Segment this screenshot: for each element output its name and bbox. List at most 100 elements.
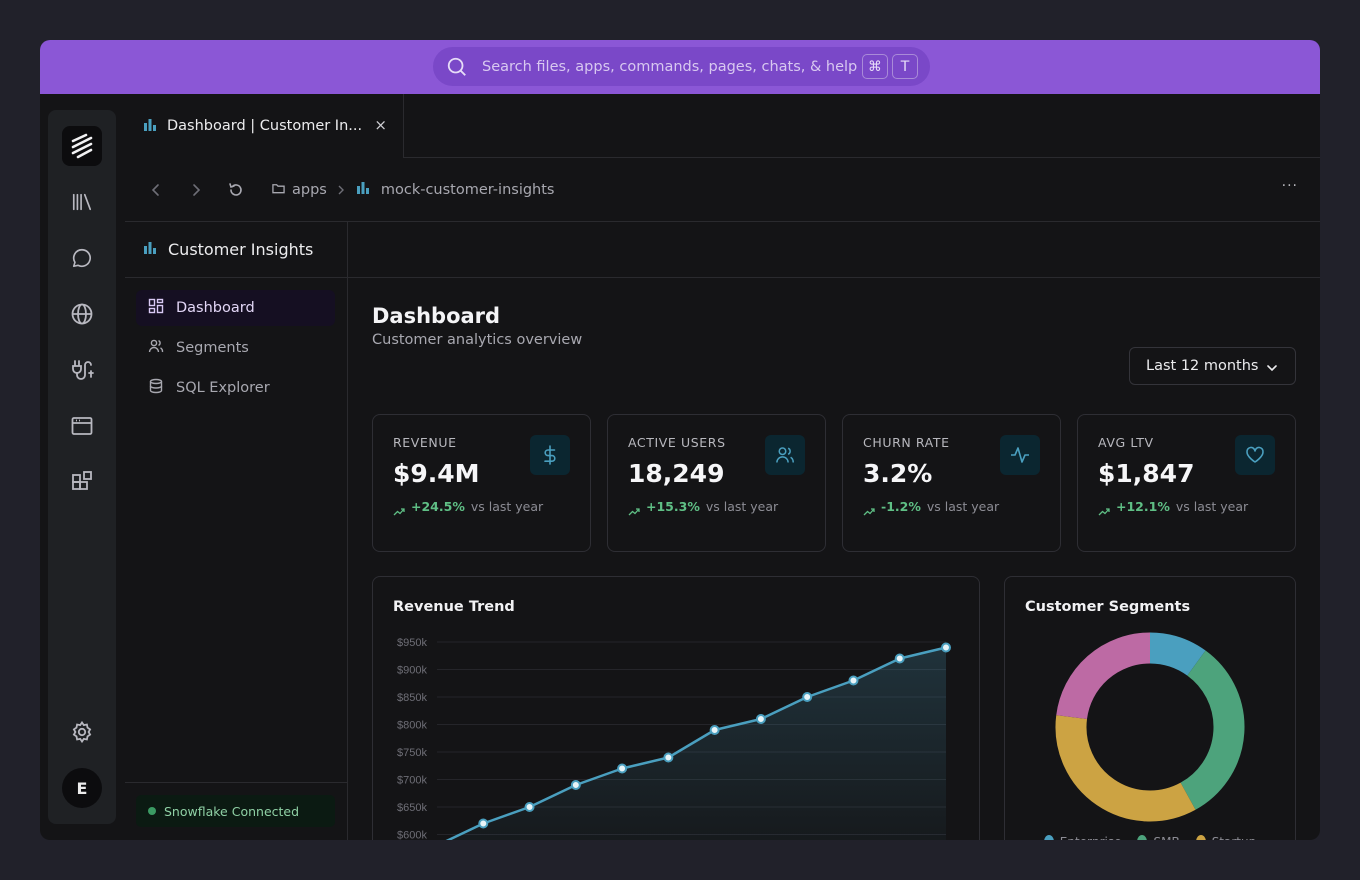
search-placeholder: Search files, apps, commands, pages, cha… <box>482 58 858 75</box>
tab-label: Dashboard | Customer In... <box>167 118 363 134</box>
app-window: Search files, apps, commands, pages, cha… <box>40 40 1320 840</box>
legend-swatch <box>1137 835 1148 840</box>
y-tick-label: $750k <box>397 747 427 759</box>
revenue-trend-panel: Revenue Trend $950k $900k $850k $800k $750k $… <box>372 576 980 840</box>
globe-icon[interactable] <box>62 294 102 334</box>
kpi-delta: +24.5% vs last year <box>393 499 563 521</box>
kpi-label: AVG LTV <box>1098 435 1154 450</box>
app-title-text: Customer Insights <box>168 240 314 259</box>
date-range-select[interactable]: Last 12 months <box>1129 347 1296 385</box>
customer-segments-chart <box>1055 632 1245 822</box>
kpi-value: $1,847 <box>1098 459 1195 488</box>
bar-chart-icon <box>356 180 370 199</box>
y-tick-label: $900k <box>397 665 427 677</box>
breadcrumb-app[interactable]: mock-customer-insights <box>380 181 555 198</box>
kpi-label: CHURN RATE <box>863 435 950 450</box>
users-icon <box>765 435 805 475</box>
logo-icon[interactable] <box>62 126 102 166</box>
data-point <box>755 714 766 724</box>
legend-item: Startup <box>1195 835 1257 840</box>
y-tick-label: $950k <box>397 637 427 649</box>
heart-icon <box>1235 435 1275 475</box>
main-content: Dashboard Customer analytics overview La… <box>348 222 1320 840</box>
data-point <box>617 763 628 774</box>
y-tick-label: $650k <box>397 802 427 814</box>
y-tick-label: $800k <box>397 720 427 732</box>
chevron-down-icon <box>1265 360 1279 379</box>
activity-icon <box>1000 435 1040 475</box>
panel-title: Customer Segments <box>1025 599 1191 615</box>
trending-up-icon <box>393 502 405 521</box>
customer-segments-panel: Customer Segments EnterpriseSMBStartupIn… <box>1004 576 1296 840</box>
sidebar-item-label: SQL Explorer <box>176 380 270 396</box>
panel-title: Revenue Trend <box>393 599 515 615</box>
page-subtitle: Customer analytics overview <box>372 332 583 348</box>
kpi-value: $9.4M <box>393 459 480 488</box>
kpi-value: 18,249 <box>628 459 725 488</box>
kpi-card-avg-ltv: AVG LTV $1,847 +12.1% vs last year <box>1077 414 1296 552</box>
global-search[interactable]: Search files, apps, commands, pages, cha… <box>433 47 930 86</box>
revenue-trend-chart: $950k $900k $850k $800k $750k $700k $650k $600k… <box>397 637 951 840</box>
close-tab-button[interactable]: × <box>374 116 387 134</box>
trending-up-icon <box>863 502 875 521</box>
app-title: Customer Insights <box>125 222 347 278</box>
data-point <box>663 752 674 763</box>
shortcut-t-key: T <box>892 54 918 79</box>
data-point <box>848 675 859 686</box>
kpi-label: ACTIVE USERS <box>628 435 726 450</box>
integrations-icon[interactable] <box>62 350 102 390</box>
sidebar-item-label: Segments <box>176 340 249 356</box>
sidebar-item-segments[interactable]: Segments <box>136 330 335 366</box>
legend-swatch <box>1195 835 1206 840</box>
apps-icon[interactable] <box>62 462 102 502</box>
data-point <box>802 692 813 702</box>
address-bar: apps mock-customer-insights ··· <box>125 158 1320 222</box>
kpi-delta-note: vs last year <box>470 499 544 514</box>
data-point <box>478 818 489 829</box>
pie-slice <box>1180 650 1245 810</box>
shortcut-cmd-key: ⌘ <box>862 54 888 79</box>
legend-item: SMB <box>1137 835 1180 840</box>
data-point <box>894 653 905 664</box>
settings-icon[interactable] <box>62 712 102 752</box>
chat-icon[interactable] <box>62 238 102 278</box>
sidebar-item-dashboard[interactable]: Dashboard <box>136 290 335 326</box>
legend-label: SMB <box>1153 835 1179 840</box>
kpi-delta-value: +12.1% <box>1116 499 1170 514</box>
kpi-delta-note: vs last year <box>1175 499 1249 514</box>
data-point <box>570 780 581 790</box>
trending-up-icon <box>1098 502 1110 521</box>
kpi-delta-note: vs last year <box>926 499 1000 514</box>
tab-dashboard[interactable]: Dashboard | Customer In... × <box>125 94 404 158</box>
app-sidebar: Customer Insights Dashboard Segments SQL… <box>125 222 348 840</box>
chevron-right-icon <box>336 180 346 199</box>
sidebar-item-sql-explorer[interactable]: SQL Explorer <box>136 370 335 406</box>
kpi-value: 3.2% <box>863 459 933 488</box>
data-point <box>524 802 535 812</box>
user-avatar[interactable]: E <box>62 768 102 808</box>
more-options-button[interactable]: ··· <box>1281 178 1298 194</box>
page-title: Dashboard <box>372 304 501 328</box>
users-icon <box>148 338 164 358</box>
back-button[interactable] <box>136 175 176 205</box>
legend-label: Startup <box>1212 835 1257 840</box>
kpi-card-active-users: ACTIVE USERS 18,249 +15.3% vs last year <box>607 414 826 552</box>
legend-item: Enterprise <box>1043 835 1122 840</box>
kpi-delta: +12.1% vs last year <box>1098 499 1268 521</box>
kpi-card-churn-rate: CHURN RATE 3.2% -1.2% vs last year <box>842 414 1061 552</box>
dollar-icon <box>530 435 570 475</box>
forward-button[interactable] <box>176 175 216 205</box>
kpi-delta: +15.3% vs last year <box>628 499 798 521</box>
legend-label: Enterprise <box>1060 835 1122 840</box>
breadcrumb-apps[interactable]: apps <box>292 181 327 198</box>
data-point <box>709 725 720 735</box>
kpi-delta: -1.2% vs last year <box>863 499 1033 521</box>
connection-status: Snowflake Connected <box>136 795 335 827</box>
bar-chart-icon <box>143 240 157 259</box>
y-tick-label: $850k <box>397 692 427 704</box>
reload-button[interactable] <box>216 175 256 205</box>
library-icon[interactable] <box>62 182 102 222</box>
sidebar-item-label: Dashboard <box>176 300 255 316</box>
data-point <box>941 642 951 653</box>
browser-icon[interactable] <box>62 406 102 446</box>
